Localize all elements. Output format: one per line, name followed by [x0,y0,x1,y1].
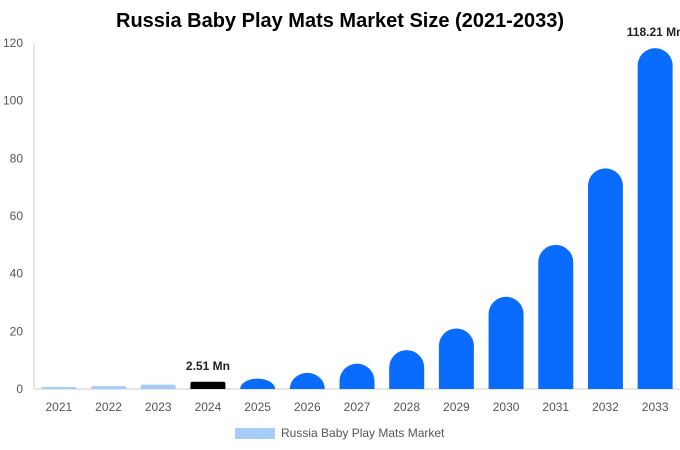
y-tick-label: 40 [10,267,24,281]
x-tick-label: 2029 [443,400,470,414]
y-tick-label: 0 [16,382,23,396]
legend-label[interactable]: Russia Baby Play Mats Market [281,426,445,440]
x-tick-label: 2025 [244,400,271,414]
bar-2025[interactable] [240,378,276,389]
x-tick-label: 2021 [45,400,72,414]
x-tick-label: 2031 [542,400,569,414]
data-labels: 2.51 Mn 118.21 Mn [186,25,680,373]
y-tick-label: 80 [10,151,24,165]
data-label-2033: 118.21 Mn [627,25,680,39]
bar-2028[interactable] [389,350,425,389]
bar-2029[interactable] [438,328,474,389]
x-tick-label: 2028 [393,400,420,414]
bar-2021[interactable] [41,386,77,389]
chart-title: Russia Baby Play Mats Market Size (2021-… [116,10,564,32]
data-label-2024: 2.51 Mn [186,359,230,373]
bar-2026[interactable] [289,372,325,389]
x-tick-label: 2033 [642,400,669,414]
legend-swatch[interactable] [235,428,275,439]
x-axis: 2021 2022 2023 2024 2025 2026 2027 2028 2029 2030… [34,388,680,414]
bar-2030[interactable] [488,296,524,389]
bar-2024[interactable] [190,381,226,389]
y-tick-label: 120 [3,36,23,50]
x-tick-label: 2027 [344,400,371,414]
x-tick-label: 2032 [592,400,619,414]
x-tick-label: 2023 [145,400,172,414]
x-tick-label: 2024 [195,400,222,414]
bar-2031[interactable] [538,244,574,389]
bar-2032[interactable] [587,168,623,389]
bar-series [41,48,673,390]
bar-2022[interactable] [91,386,127,389]
x-tick-label: 2022 [95,400,122,414]
bar-2023[interactable] [140,384,176,389]
y-axis: 0 20 40 60 80 100 120 [3,36,35,396]
y-tick-label: 20 [10,324,24,338]
x-tick-label: 2026 [294,400,321,414]
x-tick-label: 2030 [493,400,520,414]
y-tick-label: 60 [10,209,24,223]
bar-2027[interactable] [339,363,375,389]
bar-2033[interactable] [637,48,673,390]
y-tick-label: 100 [3,94,23,108]
legend[interactable]: Russia Baby Play Mats Market [235,426,445,440]
